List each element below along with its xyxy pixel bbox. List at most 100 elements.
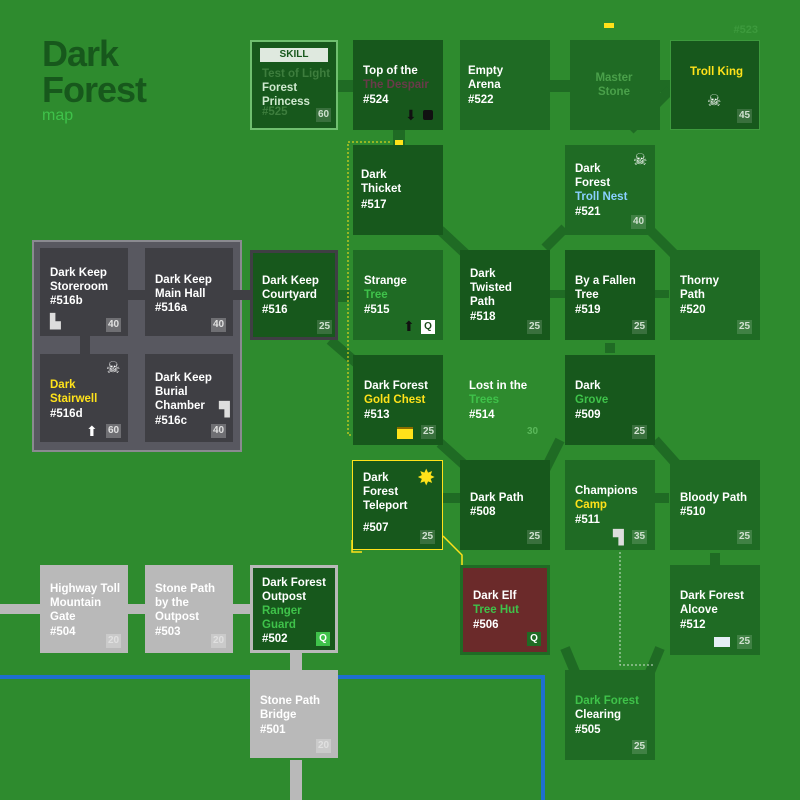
room-id: #512 (680, 619, 706, 631)
title-line-1: Dark (42, 33, 119, 74)
room-501[interactable]: Stone Path Bridge #501 20 (250, 670, 338, 758)
room-troll-king[interactable]: Troll King ☠ 45 (670, 40, 760, 130)
room-id: #516d (50, 408, 83, 420)
path (550, 80, 570, 92)
path (655, 493, 669, 503)
stone-path (0, 604, 40, 614)
room-name: Dark Forest (575, 695, 639, 707)
room-522[interactable]: Empty Arena #522 (460, 40, 550, 130)
room-516c[interactable]: Dark Keep Burial Chamber #516c ▜ 40 (145, 354, 233, 442)
room-id: #509 (575, 409, 601, 421)
room-id: #501 (260, 724, 286, 736)
room-524[interactable]: Top of the The Despair #524 ⬇ (353, 40, 443, 130)
room-512[interactable]: Dark Forest Alcove #512 25 (670, 565, 760, 655)
room-id: #515 (364, 304, 390, 316)
path (655, 290, 669, 298)
room-name: Stone Path Bridge (260, 695, 321, 721)
chest-icon (397, 427, 413, 439)
room-521[interactable]: Dark Forest Troll Nest #521 ☠ 40 (565, 145, 655, 235)
room-508[interactable]: Dark Path #508 25 (460, 460, 550, 550)
stone-path (290, 650, 302, 670)
room-id: #522 (468, 94, 494, 106)
room-518[interactable]: Dark Twisted Path #518 25 (460, 250, 550, 340)
keep-path (128, 290, 146, 300)
room-id: #503 (155, 626, 181, 638)
master-stone[interactable]: Master Stone (570, 40, 660, 130)
room-505[interactable]: Dark Forest Clearing #505 25 (565, 670, 655, 760)
room-name: Dark Keep Courtyard (262, 275, 319, 301)
skill-badge: SKILL (260, 48, 328, 62)
room-id: #524 (363, 94, 389, 106)
room-503[interactable]: Stone Path by the Outpost #503 20 (145, 565, 233, 653)
room-507[interactable]: Dark Forest Teleport #507 ✸ 25 (352, 460, 443, 550)
room-level: 25 (737, 635, 753, 649)
room-520[interactable]: Thorny Path #520 25 (670, 250, 760, 340)
room-504[interactable]: Highway Toll Mountain Gate #504 20 (40, 565, 128, 653)
room-517[interactable]: Dark Thicket #517 (353, 145, 443, 235)
down-arrow-icon: ⬇ (405, 107, 417, 123)
room-516d[interactable]: Dark Stairwell #516d ☠ ⬆ 60 (40, 354, 128, 442)
room-519[interactable]: By a Fallen Tree #519 25 (565, 250, 655, 340)
room-name: Dark Forest Outpost (262, 577, 326, 603)
room-level: 25 (632, 425, 648, 439)
room-sub: Gold Chest (364, 394, 426, 406)
room-506[interactable]: Dark Elf Tree Hut #506 Q (460, 565, 550, 655)
room-sub: Camp (575, 499, 607, 511)
room-id: #516 (262, 304, 288, 316)
room-id: #514 (469, 409, 495, 421)
room-sub: Grove (575, 394, 609, 406)
room-level: 35 (632, 530, 648, 544)
room-502[interactable]: Dark Forest Outpost Ranger Guard #502 Q (250, 565, 338, 653)
title-line-2: Forest (42, 69, 147, 110)
corner-room-id: #523 (733, 24, 758, 36)
river-branch (541, 675, 545, 800)
keep-path (233, 290, 253, 300)
room-516b[interactable]: Dark Keep Storeroom #516b ▙ 40 (40, 248, 128, 336)
room-id: #508 (470, 506, 496, 518)
room-name: Master Stone (595, 72, 633, 98)
map-title: Dark Forest map (42, 33, 147, 124)
room-name: By a Fallen Tree (575, 275, 636, 301)
room-509[interactable]: Dark Grove #509 25 (565, 355, 655, 445)
room-525[interactable]: SKILL Test of Light Forest Princess #525… (250, 40, 338, 130)
room-515[interactable]: Strange Tree #515 ⬆ Q (353, 250, 443, 340)
room-level: 25 (317, 320, 333, 334)
room-513[interactable]: Dark Forest Gold Chest #513 25 (353, 355, 443, 445)
stone-path (128, 604, 146, 614)
lock-icon (423, 110, 433, 120)
quest-icon: Q (316, 632, 330, 646)
room-sub: Forest Princess (262, 82, 310, 108)
room-514[interactable]: Lost in the Trees #514 30 (460, 355, 550, 445)
room-name: Top of the (363, 65, 418, 77)
keep-path (80, 335, 90, 355)
quest-icon: Q (421, 320, 435, 334)
room-level: 25 (421, 425, 437, 439)
path (605, 343, 615, 353)
room-name: Dark Elf (473, 590, 517, 602)
room-name: Troll King (690, 66, 744, 78)
room-name: Dark Forest Teleport (363, 472, 408, 512)
room-name-2: The Despair (363, 79, 429, 91)
room-id: #506 (473, 619, 499, 631)
teleport-star-icon: ✸ (417, 465, 436, 490)
room-sub: Trees (469, 394, 500, 406)
room-511[interactable]: Champions Camp #511 ▜ 35 (565, 460, 655, 550)
door-icon: ▜ (613, 529, 624, 545)
skull-icon: ☠ (106, 360, 121, 377)
room-name: Lost in the (469, 380, 528, 392)
room-sub: Stairwell (50, 393, 98, 405)
path (710, 553, 720, 565)
room-510[interactable]: Bloody Path #510 25 (670, 460, 760, 550)
room-sub: Troll Nest (575, 191, 628, 203)
room-level: 25 (527, 320, 543, 334)
room-name: Dark (50, 379, 76, 391)
room-516[interactable]: Dark Keep Courtyard #516 25 (250, 250, 338, 340)
room-level: 20 (316, 739, 332, 753)
room-level: 40 (631, 215, 647, 229)
room-level: 30 (527, 426, 539, 437)
room-level: 25 (527, 530, 543, 544)
room-516a[interactable]: Dark Keep Main Hall #516a 40 (145, 248, 233, 336)
room-level: 25 (632, 740, 648, 754)
room-id: #502 (262, 633, 288, 645)
room-name: Dark Forest (575, 163, 611, 189)
